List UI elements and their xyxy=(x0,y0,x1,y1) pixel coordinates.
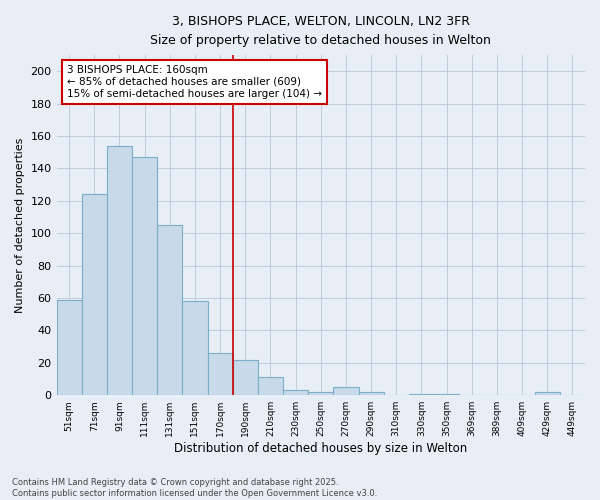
Bar xyxy=(132,157,157,395)
Bar xyxy=(82,194,107,395)
Text: Contains HM Land Registry data © Crown copyright and database right 2025.
Contai: Contains HM Land Registry data © Crown c… xyxy=(12,478,377,498)
Bar xyxy=(283,390,308,395)
Bar xyxy=(182,302,208,395)
X-axis label: Distribution of detached houses by size in Welton: Distribution of detached houses by size … xyxy=(174,442,467,455)
Bar xyxy=(535,392,560,395)
Bar xyxy=(334,387,359,395)
Bar xyxy=(157,225,182,395)
Bar xyxy=(258,378,283,395)
Bar xyxy=(208,353,233,395)
Bar xyxy=(233,360,258,395)
Bar xyxy=(359,392,383,395)
Text: 3 BISHOPS PLACE: 160sqm
← 85% of detached houses are smaller (609)
15% of semi-d: 3 BISHOPS PLACE: 160sqm ← 85% of detache… xyxy=(67,66,322,98)
Bar xyxy=(409,394,434,395)
Bar xyxy=(434,394,459,395)
Bar xyxy=(107,146,132,395)
Title: 3, BISHOPS PLACE, WELTON, LINCOLN, LN2 3FR
Size of property relative to detached: 3, BISHOPS PLACE, WELTON, LINCOLN, LN2 3… xyxy=(151,15,491,47)
Bar xyxy=(56,300,82,395)
Bar xyxy=(308,392,334,395)
Y-axis label: Number of detached properties: Number of detached properties xyxy=(15,138,25,313)
